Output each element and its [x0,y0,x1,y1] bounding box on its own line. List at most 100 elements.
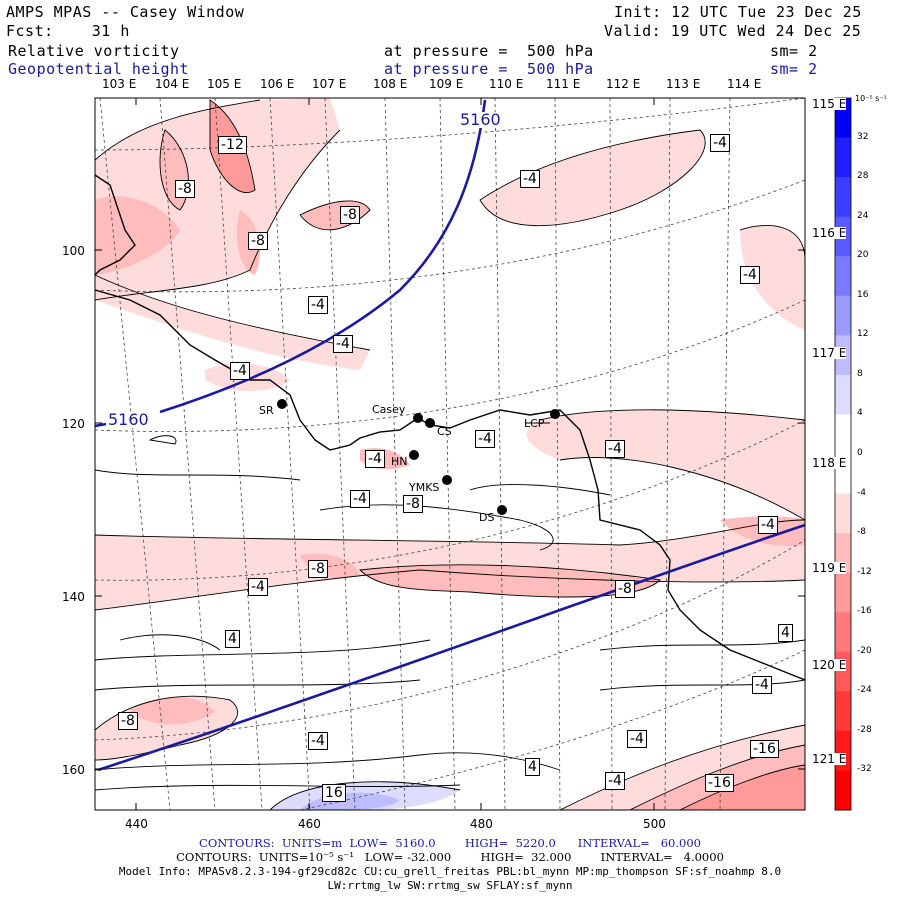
height-label: 5160 [108,410,149,429]
station-dot-casey [413,413,423,423]
vorticity-contour-label: 4 [225,630,240,648]
longitude-label-top: 105 E [207,77,242,91]
vorticity-contour-label: -8 [118,712,138,730]
field2-smoothing: sm= 2 [770,60,818,78]
colorbar-label: -4 [857,487,866,498]
colorbar-swatch [835,770,851,811]
longitude-label-top: 111 E [546,77,581,91]
vorticity-contour-label: -8 [248,232,268,250]
footer-model-info: Model Info: MPASv8.2.3-194-gf29cd82c CU:… [118,865,782,878]
vorticity-contour-label: -4 [740,266,760,284]
vorticity-contour-label: -8 [615,580,635,598]
colorbar-label: -8 [857,527,866,538]
colorbar-swatch [835,295,851,336]
field2-name: Geopotential height [8,60,190,78]
longitude-label-top: 106 E [260,77,295,91]
vorticity-contour-label: -8 [403,495,423,513]
field1-level: at pressure = 500 hPa [384,42,594,60]
longitude-label-right: 120 E [812,658,847,672]
vorticity-contour-label: -4 [230,362,250,380]
colorbar-label: 8 [857,368,863,379]
y-tick-label: 160 [62,763,85,777]
field1-smoothing: sm= 2 [770,42,818,60]
x-tick-label: 440 [125,817,148,831]
station-dot-lcp [550,409,560,419]
vorticity-contour-label: -4 [365,450,385,468]
longitude-label-top: 114 E [727,77,762,91]
vorticity-contour-label: -4 [605,772,625,790]
forecast-hour: Fcst: 31 h [6,22,130,40]
colorbar-swatch [835,572,851,613]
vorticity-contour-label: -16 [705,774,734,792]
colorbar-label: 28 [857,171,869,182]
longitude-label-right: 121 E [812,752,847,766]
longitude-label-right: 116 E [812,226,847,240]
longitude-label-top: 104 E [155,77,190,91]
colorbar-label: 32 [857,131,869,142]
station-label-hn: HN [391,455,408,468]
colorbar-swatch [835,414,851,455]
vorticity-contour-label: -4 [758,516,778,534]
station-dot-cs [425,418,435,428]
longitude-label-top: 112 E [606,77,641,91]
vorticity-contour-label: -8 [308,560,328,578]
y-tick-label: 120 [62,417,85,431]
longitude-label-top: 110 E [489,77,524,91]
vorticity-contour-label: -8 [340,206,360,224]
vorticity-contour-label: -4 [752,676,772,694]
plot-frame [94,97,806,811]
vorticity-contour-label: -4 [248,578,268,596]
footer-height-contours: CONTOURS: UNITS=m LOW= 5160.0 HIGH= 5220… [199,836,701,850]
colorbar-swatch [835,256,851,297]
colorbar-swatch [835,612,851,653]
axis-ticks [95,98,805,810]
longitude-label-top: 113 E [666,77,701,91]
field2-level: at pressure = 500 hPa [384,60,594,78]
station-markers [277,399,560,515]
vorticity-contour-label: 4 [778,624,793,642]
colorbar-label: -24 [857,685,872,696]
vorticity-contour-label: -16 [750,740,779,758]
init-time: Init: 12 UTC Tue 23 Dec 25 [614,3,862,21]
vorticity-contour-label: -4 [627,730,647,748]
x-tick-label: 460 [298,817,321,831]
colorbar-swatch [835,691,851,732]
vorticity-contour-label: 4 [525,758,540,776]
plot-title: AMPS MPAS -- Casey Window [6,3,245,21]
longitude-label-top: 109 E [429,77,464,91]
station-label-ds: DS [479,511,495,524]
colorbar-label: -16 [857,606,872,617]
colorbar-label: 4 [857,408,863,419]
x-tick-label: 500 [643,817,666,831]
colorbar-label: -20 [857,645,872,656]
longitude-label-top: 103 E [102,77,137,91]
station-dot-sr [277,399,287,409]
vorticity-contour-label: -4 [520,170,540,188]
height-label: 5160 [460,110,501,129]
vorticity-contour-label: 16 [322,784,346,802]
coastline [95,174,805,681]
longitude-label-right: 115 E [812,97,847,111]
station-label-ymks: YMKS [409,481,440,494]
colorbar-swatch [835,374,851,415]
footer-vorticity-contours: CONTOURS: UNITS=10⁻⁵ s⁻¹ LOW= -32.000 HI… [176,850,724,864]
colorbar-label: 16 [857,289,869,300]
colorbar-units: 10⁻⁵ s⁻¹ [855,94,887,103]
x-tick-label: 480 [470,817,493,831]
footer-physics-info: LW:rrtmg_lw SW:rrtmg_sw SFLAY:sf_mynn [327,879,573,892]
valid-time: Valid: 19 UTC Wed 24 Dec 25 [604,22,862,40]
longitude-label-top: 107 E [312,77,347,91]
station-label-casey: Casey [372,403,406,416]
vorticity-shading [95,98,805,810]
colorbar [835,98,851,811]
colorbar-label: -28 [857,724,872,735]
y-tick-label: 100 [62,244,85,258]
colorbar-label: -32 [857,764,872,775]
vorticity-contour-label: -8 [175,180,195,198]
longitude-label-right: 117 E [812,346,847,360]
station-dot-hn [409,450,419,460]
colorbar-label: 0 [857,448,863,458]
y-tick-label: 140 [62,590,85,604]
colorbar-swatch [835,137,851,178]
